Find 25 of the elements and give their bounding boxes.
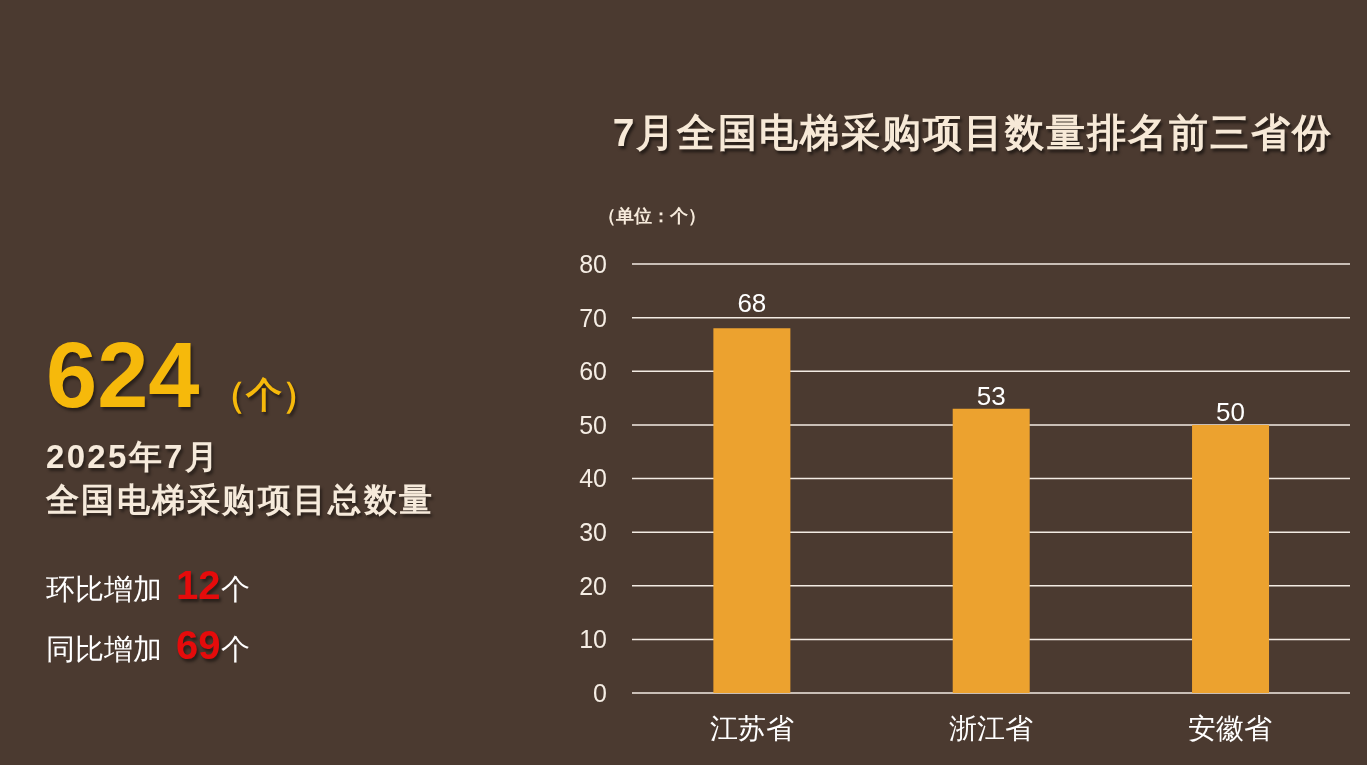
y-tick-label: 10 — [579, 625, 607, 654]
text: 全国电梯采购项目总数量 — [46, 480, 436, 520]
chart-title: 7月全国电梯采购项目数量排名前三省份 — [611, 110, 1335, 156]
text: 2025年7月 — [46, 437, 221, 477]
bar — [713, 328, 791, 693]
y-tick-label: 20 — [579, 571, 607, 600]
y-tick-label: 40 — [579, 464, 607, 493]
data-label: 53 — [976, 380, 1006, 411]
y-tick-label: 30 — [579, 518, 607, 546]
y-tick-label: 0 — [593, 678, 607, 707]
y-tick-label: 80 — [579, 249, 607, 278]
x-tick-label: 安徽省 — [1188, 712, 1273, 744]
bar — [952, 408, 1030, 693]
data-label: 68 — [737, 287, 767, 318]
y-tick-label: 70 — [579, 303, 607, 332]
text: 624（个） — [46, 324, 318, 426]
x-tick-label: 浙江省 — [949, 712, 1033, 744]
text: 同比增加 69个 — [46, 623, 250, 667]
y-tick-label: 60 — [579, 357, 607, 386]
text: 环比增加 12个 — [46, 563, 250, 607]
x-tick-label: 江苏省 — [709, 712, 794, 744]
y-tick-label: 50 — [579, 410, 607, 439]
data-label: 50 — [1216, 396, 1245, 427]
y-axis-title: （单位：个） — [598, 205, 706, 228]
bar — [1192, 424, 1270, 693]
